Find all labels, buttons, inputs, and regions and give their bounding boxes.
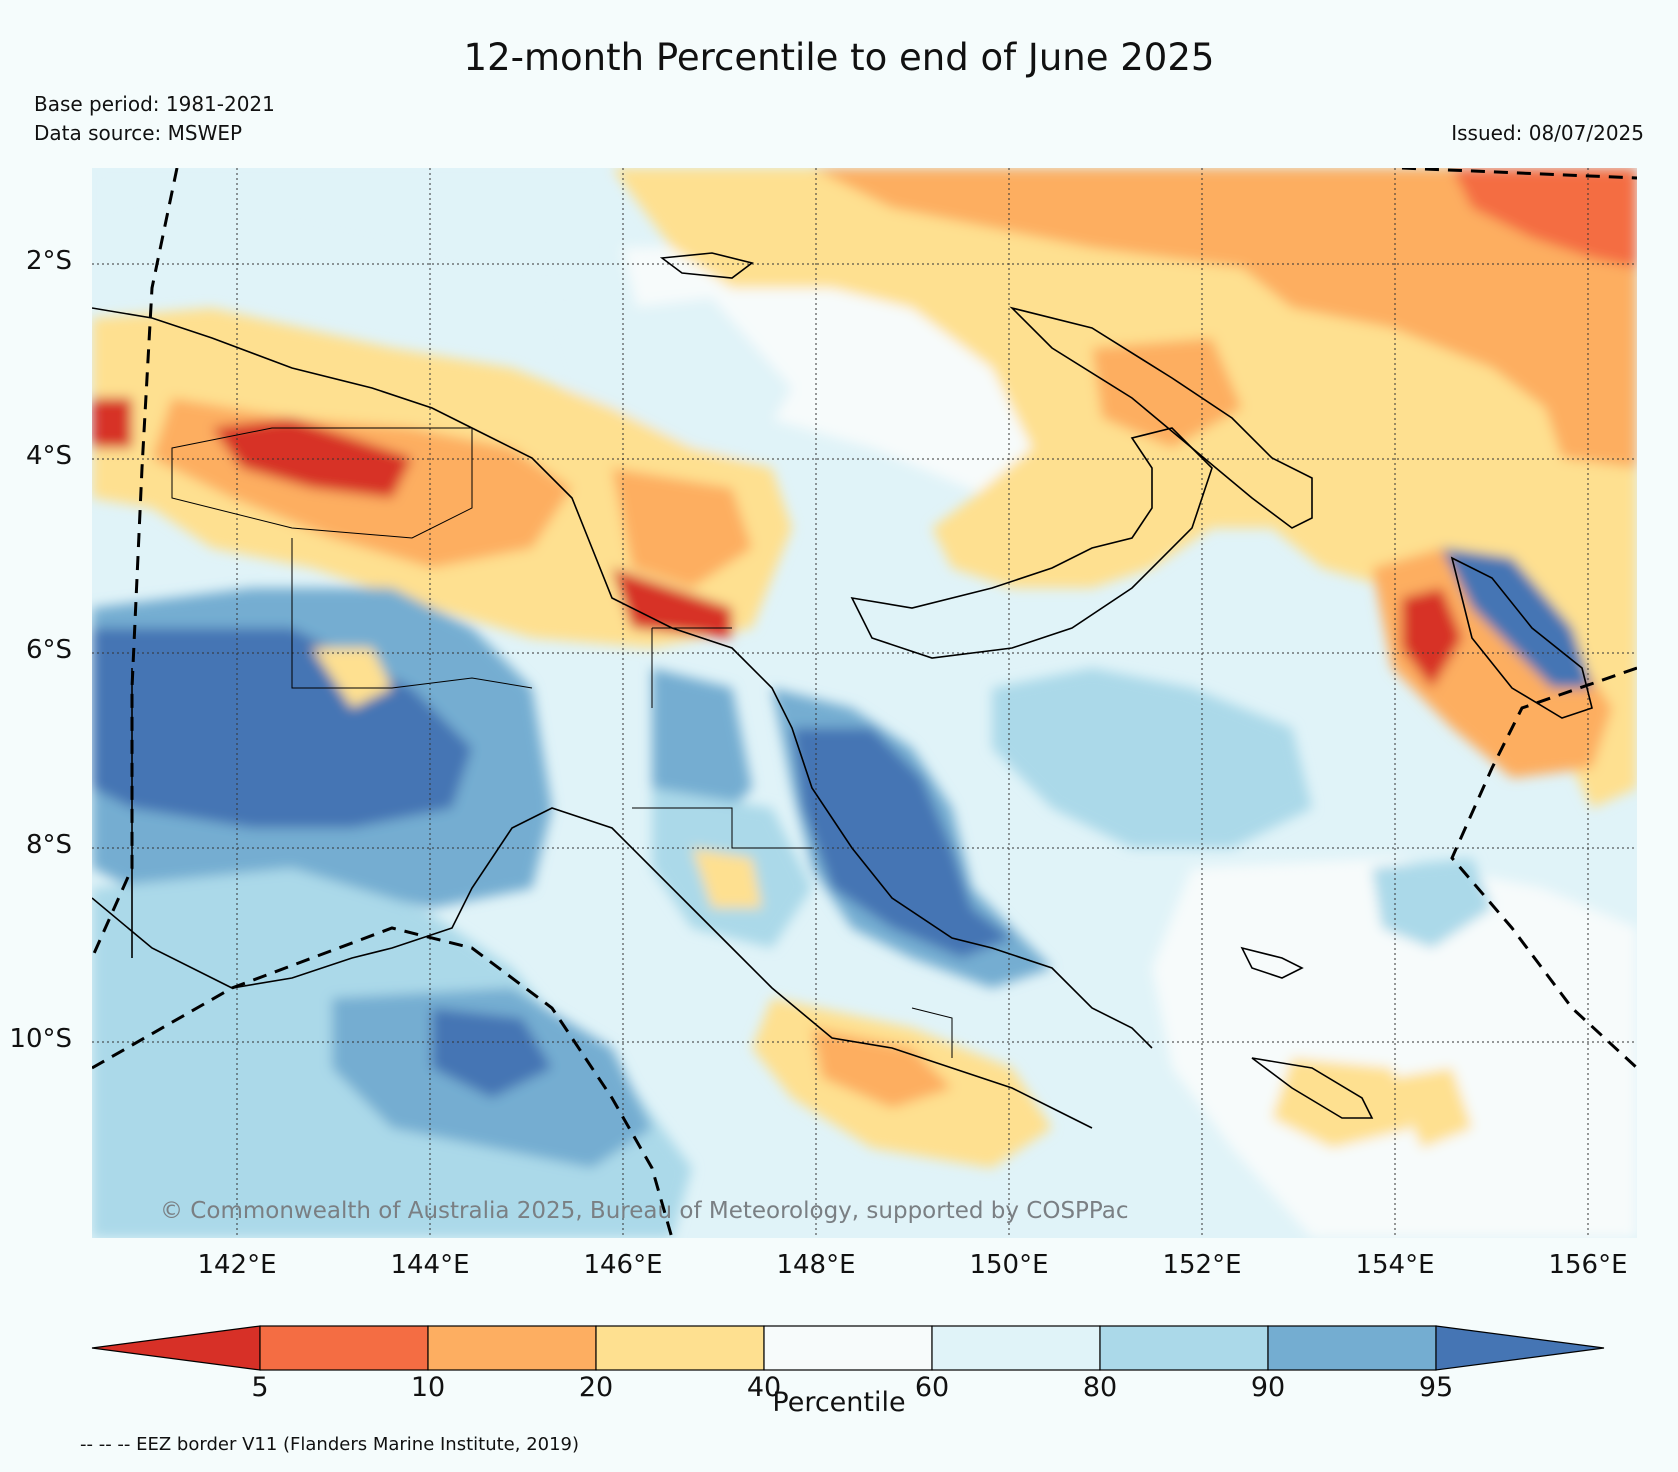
copyright-notice: © Commonwealth of Australia 2025, Bureau…: [160, 1198, 1129, 1224]
eez-borders: [92, 168, 1637, 1238]
colorbar-segment: [259, 1325, 429, 1371]
coastlines: [92, 252, 1593, 1129]
colorbar-segment: [595, 1325, 765, 1371]
colorbar-tick: 40: [746, 1372, 782, 1403]
colorbar-segment: [763, 1325, 933, 1371]
colorbar-segment: [1267, 1325, 1437, 1371]
eez-footnote: -- -- -- EEZ border V11 (Flanders Marine…: [80, 1434, 580, 1455]
colorbar-tick: 90: [1250, 1372, 1286, 1403]
colorbar-label: Percentile: [772, 1387, 906, 1418]
lon-label: 148°E: [776, 1250, 856, 1280]
colorbar-extend-low: [91, 1325, 261, 1371]
colorbar-tick: 10: [410, 1372, 446, 1403]
colorbar-tick: 20: [578, 1372, 614, 1403]
lon-label: 150°E: [969, 1250, 1049, 1280]
colorbar: [91, 1325, 1605, 1371]
colorbar-segment: [1099, 1325, 1269, 1371]
colorbar-tick: 60: [914, 1372, 950, 1403]
lon-label: 156°E: [1548, 1250, 1628, 1280]
lon-label: 142°E: [197, 1250, 277, 1280]
colorbar-tick: 80: [1082, 1372, 1118, 1403]
colorbar-tick: 95: [1418, 1372, 1454, 1403]
colorbar-extend-high: [1435, 1325, 1605, 1371]
colorbar-segment: [931, 1325, 1101, 1371]
lon-label: 144°E: [390, 1250, 470, 1280]
base-period: Base period: 1981-2021: [34, 92, 275, 116]
percentile-map: © Commonwealth of Australia 2025, Bureau…: [92, 168, 1637, 1238]
lon-label: 152°E: [1162, 1250, 1242, 1280]
lon-label: 154°E: [1355, 1250, 1435, 1280]
lat-label: 2°S: [25, 246, 72, 276]
colorbar-tick: 5: [251, 1372, 269, 1403]
issued-date: Issued: 08/07/2025: [1451, 121, 1644, 145]
lat-label: 6°S: [25, 635, 72, 665]
lat-label: 4°S: [25, 441, 72, 471]
data-source: Data source: MSWEP: [34, 121, 243, 145]
graticule: [92, 168, 1637, 1238]
map-svg: © Commonwealth of Australia 2025, Bureau…: [92, 168, 1637, 1238]
lat-label: 10°S: [9, 1024, 72, 1054]
lat-label: 8°S: [25, 830, 72, 860]
chart-title: 12-month Percentile to end of June 2025: [463, 36, 1215, 79]
provincial-borders: [171, 427, 953, 1058]
colorbar-segment: [427, 1325, 597, 1371]
lon-label: 146°E: [583, 1250, 663, 1280]
